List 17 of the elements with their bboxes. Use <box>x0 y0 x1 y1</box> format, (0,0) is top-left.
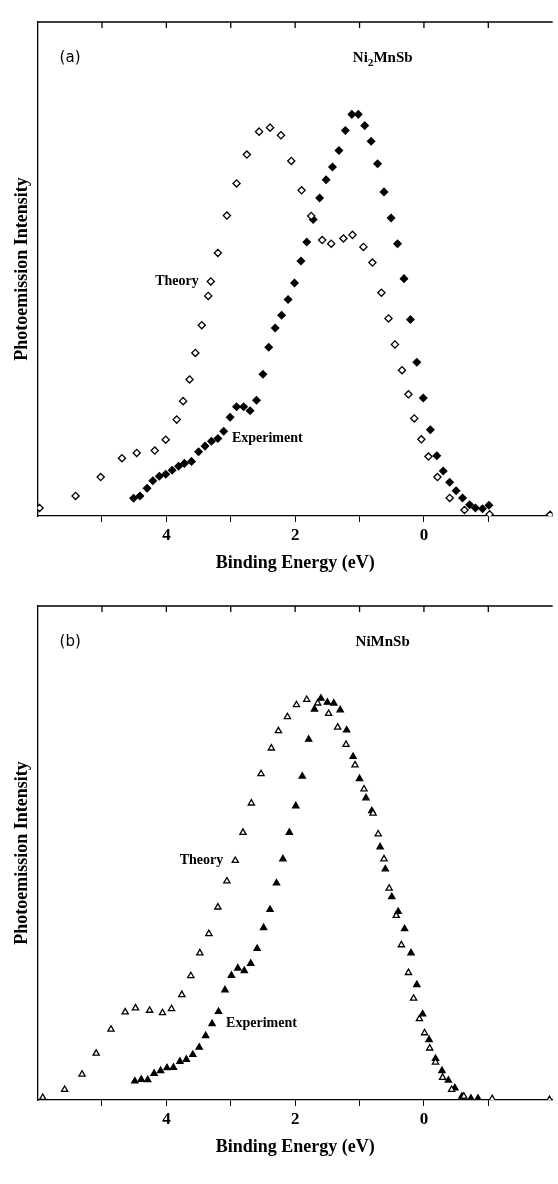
text: (b) <box>59 631 81 650</box>
x-tick-label: 4 <box>162 1108 172 1128</box>
chart-title: NiMnSb <box>355 632 410 649</box>
series-label: Experiment <box>231 430 303 446</box>
y-axis-title: Photoemission Intensity <box>11 761 32 945</box>
text: (a) <box>59 47 81 66</box>
series-label: Theory <box>155 273 199 289</box>
x-tick-label: 0 <box>419 524 429 544</box>
x-axis-title: Binding Energy (eV) <box>215 551 375 573</box>
x-tick-label: 2 <box>290 1108 300 1128</box>
series-label: Experiment <box>226 1015 298 1031</box>
series-label: Theory <box>179 852 224 868</box>
x-tick-label: 4 <box>162 524 172 544</box>
y-axis-title: Photoemission Intensity <box>11 177 32 361</box>
x-axis-title: Binding Energy (eV) <box>215 1135 375 1157</box>
x-tick-label: 2 <box>290 524 300 544</box>
x-tick-label: 0 <box>419 1108 429 1128</box>
